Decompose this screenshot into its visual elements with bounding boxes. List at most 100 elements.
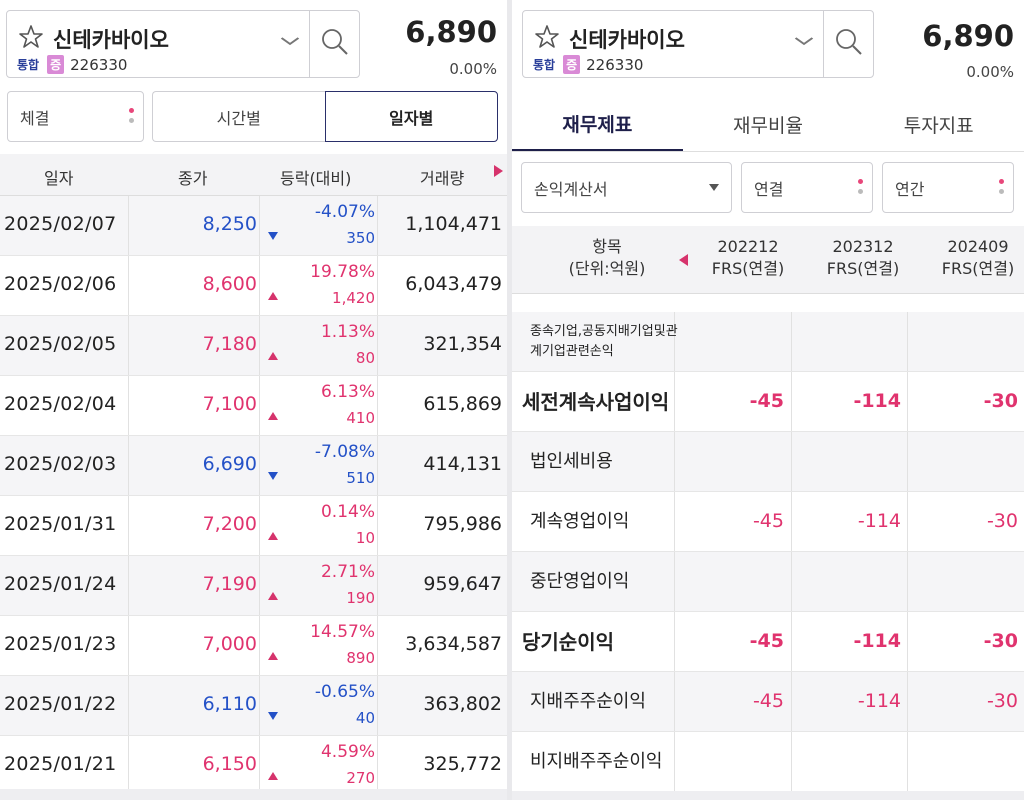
search-button[interactable] <box>823 11 873 77</box>
cell-divider <box>259 256 260 315</box>
cell-divider <box>259 616 260 675</box>
segment-daily[interactable]: 일자별 <box>324 91 498 142</box>
daily-price-pane: 신테카바이오 통합 증 226330 6,890 0.00% 체결 시간별 일자… <box>0 0 507 800</box>
row-label: 당기순이익 <box>522 630 614 654</box>
price-row[interactable]: 2025/01/23 7,000 14.57% 890 3,634,587 <box>0 616 507 676</box>
price-row[interactable]: 2025/01/22 6,110 -0.65% 40 363,802 <box>0 676 507 736</box>
price-row[interactable]: 2025/02/05 7,180 1.13% 80 321,354 <box>0 316 507 376</box>
row-value: -114 <box>853 630 901 652</box>
financial-row[interactable]: 세전계속사업이익 -45 -114 -30 <box>512 372 1024 432</box>
financial-row[interactable]: 지배주주순이익 -45 -114 -30 <box>512 672 1024 732</box>
price-row[interactable]: 2025/02/06 8,600 19.78% 1,420 6,043,479 <box>0 256 507 316</box>
cell-divider <box>907 432 908 491</box>
financial-row[interactable]: 종속기업,공동지배기업및관계기업관련손익 <box>512 312 1024 372</box>
row-date: 2025/01/31 <box>4 513 117 535</box>
chevron-down-icon[interactable] <box>794 31 814 50</box>
financial-row[interactable]: 비지배주주순이익 <box>512 732 1024 792</box>
cell-divider <box>791 672 792 731</box>
statement-select[interactable]: 손익계산서 <box>521 162 732 213</box>
period-label: 연간 <box>895 179 925 199</box>
arrow-up-icon <box>268 292 278 300</box>
scroll-right-icon[interactable] <box>494 165 503 177</box>
price-row[interactable]: 2025/01/21 6,150 4.59% 270 325,772 <box>0 736 507 796</box>
scope-select[interactable]: 연결 <box>741 162 873 213</box>
row-change-diff: 10 <box>355 529 375 547</box>
partial-row <box>512 791 1024 800</box>
row-label: 법인세비용 <box>530 451 613 472</box>
cell-divider <box>259 496 260 555</box>
arrow-up-icon <box>268 412 278 420</box>
col-period-1-date: 202212 <box>717 237 779 256</box>
price-row[interactable]: 2025/02/03 6,690 -7.08% 510 414,131 <box>0 436 507 496</box>
cell-divider <box>907 612 908 671</box>
row-close: 7,190 <box>202 573 257 595</box>
row-value: -114 <box>853 390 901 412</box>
cell-divider <box>128 676 129 735</box>
financial-row[interactable]: 법인세비용 <box>512 432 1024 492</box>
search-button[interactable] <box>309 11 359 77</box>
chevron-down-icon[interactable] <box>280 31 300 50</box>
cell-divider <box>259 736 260 795</box>
tab-investment-indicators[interactable]: 투자지표 <box>903 115 974 137</box>
row-label: 계속영업이익 <box>530 511 630 532</box>
arrow-up-icon <box>268 592 278 600</box>
row-volume: 959,647 <box>423 573 502 595</box>
financial-row[interactable]: 계속영업이익 -45 -114 -30 <box>512 492 1024 552</box>
tab-financial-ratios[interactable]: 재무비율 <box>733 115 803 137</box>
col-period-2-date: 202312 <box>832 237 894 256</box>
price-row[interactable]: 2025/02/04 7,100 6.13% 410 615,869 <box>0 376 507 436</box>
cell-divider <box>674 312 675 371</box>
cell-divider <box>259 316 260 375</box>
cell-divider <box>259 676 260 735</box>
cell-divider <box>259 196 260 255</box>
segment-hourly[interactable]: 시간별 <box>152 91 325 142</box>
pane-divider <box>507 0 512 800</box>
tab-financial-statements[interactable]: 재무제표 <box>512 98 683 151</box>
col-date: 일자 <box>44 169 74 188</box>
stock-selector[interactable]: 신테카바이오 통합 증 226330 <box>6 10 360 78</box>
cell-divider <box>377 616 378 675</box>
col-period-1: 202212 FRS(연결) <box>694 236 802 280</box>
row-value: -114 <box>857 690 901 712</box>
cell-divider <box>907 672 908 731</box>
period-select[interactable]: 연간 <box>882 162 1014 213</box>
row-volume: 3,634,587 <box>405 633 502 655</box>
exchange-badge: 증 <box>47 55 65 74</box>
market-label: 통합 <box>533 58 556 72</box>
scope-label: 연결 <box>754 179 784 199</box>
financial-row[interactable]: 당기순이익 -45 -114 -30 <box>512 612 1024 672</box>
stock-selector-main[interactable]: 신테카바이오 통합 증 226330 <box>7 11 309 77</box>
cell-divider <box>377 436 378 495</box>
statement-label: 손익계산서 <box>534 179 608 199</box>
row-label: 세전계속사업이익 <box>522 390 670 414</box>
stock-selector-main[interactable]: 신테카바이오 통합 증 226330 <box>523 11 823 77</box>
financial-row[interactable]: 중단영업이익 <box>512 552 1024 612</box>
scroll-left-icon[interactable] <box>679 254 688 266</box>
row-date: 2025/02/03 <box>4 453 117 475</box>
row-close: 8,250 <box>202 213 257 235</box>
price-row[interactable]: 2025/02/07 8,250 -4.07% 350 1,104,471 <box>0 196 507 256</box>
trade-type-label: 체결 <box>20 108 50 128</box>
col-item-unit: (단위:억원) <box>568 259 646 278</box>
partial-row <box>0 789 507 800</box>
current-price: 6,890 <box>922 19 1014 53</box>
arrow-up-icon <box>268 652 278 660</box>
search-icon <box>833 26 865 62</box>
row-label: 중단영업이익 <box>530 571 630 592</box>
exchange-badge: 증 <box>563 55 581 74</box>
price-row[interactable]: 2025/01/24 7,190 2.71% 190 959,647 <box>0 556 507 616</box>
cell-divider <box>674 432 675 491</box>
price-change-pct: 0.00% <box>449 60 497 78</box>
stock-selector[interactable]: 신테카바이오 통합 증 226330 <box>522 10 874 78</box>
cell-divider <box>791 312 792 371</box>
row-close: 7,200 <box>202 513 257 535</box>
price-row[interactable]: 2025/01/31 7,200 0.14% 10 795,986 <box>0 496 507 556</box>
arrow-up-icon <box>268 772 278 780</box>
row-close: 6,110 <box>202 693 257 715</box>
star-icon[interactable] <box>17 23 45 51</box>
star-icon[interactable] <box>533 23 561 51</box>
row-date: 2025/01/23 <box>4 633 117 655</box>
row-volume: 321,354 <box>423 333 502 355</box>
trade-type-select[interactable]: 체결 <box>7 91 144 142</box>
row-change-pct: 19.78% <box>310 262 375 282</box>
